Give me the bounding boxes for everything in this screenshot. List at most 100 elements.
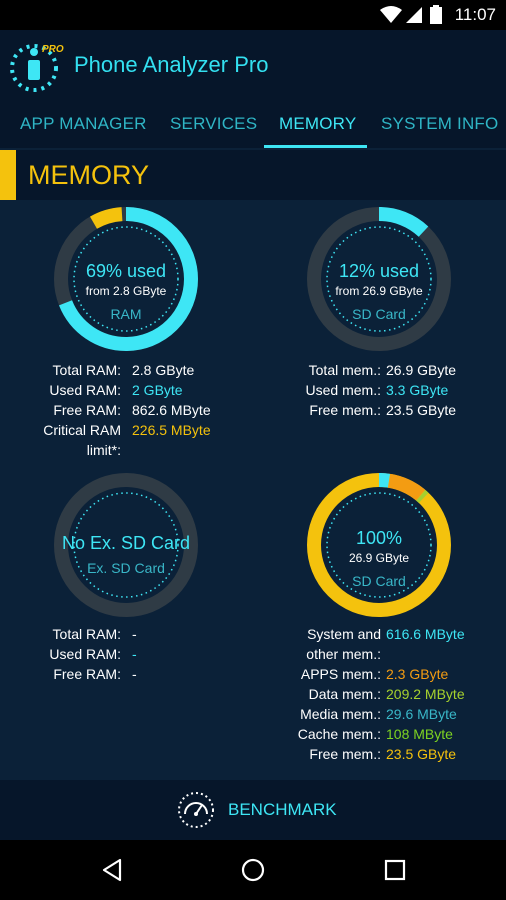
logo-badge: PRO: [42, 44, 64, 55]
ext-sd-status: No Ex. SD Card: [61, 533, 191, 553]
info-value: 26.9 GByte: [386, 362, 457, 378]
benchmark-button[interactable]: BENCHMARK: [228, 800, 337, 819]
info-row: Free mem.: 23.5 GByte: [253, 744, 506, 764]
info-key: Used RAM:: [49, 646, 121, 662]
battery-icon: [430, 5, 442, 24]
recents-icon[interactable]: [384, 859, 406, 881]
sd-card-donut-label: 12% used from 26.9 GByte SD Card: [304, 261, 454, 322]
info-row: Cache mem.: 108 MByte: [253, 724, 506, 744]
sd-system-arc: [307, 473, 451, 617]
tab-system-info[interactable]: SYSTEM INFO: [381, 114, 499, 133]
sd-breakdown-sub: SD Card: [352, 573, 406, 589]
info-key: Data mem.:: [308, 686, 381, 702]
info-value: 209.2 MByte: [386, 686, 465, 702]
info-key: Free RAM:: [53, 402, 121, 418]
info-key-continued: other mem.:: [306, 646, 381, 662]
tab-app-manager[interactable]: APP MANAGER: [20, 114, 147, 133]
info-value: 2.8 GByte: [132, 362, 195, 378]
info-row: Free RAM: -: [0, 664, 253, 684]
tab-services[interactable]: SERVICES: [170, 114, 258, 133]
tab-bar: APP MANAGER SERVICES MEMORY SYSTEM INFO: [0, 102, 506, 148]
section-header: MEMORY: [0, 150, 506, 200]
info-row: System and other mem.: 616.6 MByte: [253, 624, 506, 664]
info-key: Media mem.:: [300, 706, 381, 722]
info-key: Used RAM:: [49, 382, 121, 398]
ram-used-arc: [54, 207, 198, 351]
info-key: Total mem.:: [308, 362, 381, 378]
ram-critical-arc: [54, 207, 198, 351]
info-row: Used RAM: -: [0, 644, 253, 664]
ram-info-list: Total RAM: 2.8 GByte Used RAM: 2 GByte Free …: [0, 360, 253, 460]
section-title: MEMORY: [28, 160, 150, 190]
info-row: Total RAM: 2.8 GByte: [0, 360, 253, 380]
info-value: 2 GByte: [132, 382, 183, 398]
ram-total: from 2.8 GByte: [85, 284, 167, 298]
speedometer-icon: [178, 792, 214, 828]
info-value: 3.3 GByte: [386, 382, 449, 398]
sd-breakdown-info-list: System and other mem.: 616.6 MByte APPS mem…: [253, 624, 506, 764]
info-row: Total RAM: -: [0, 624, 253, 644]
sd-breakdown-label: 100% 26.9 GByte SD Card: [304, 528, 454, 589]
status-bar: 11:07: [0, 0, 506, 30]
info-key: Total RAM:: [52, 626, 121, 642]
benchmark-bar[interactable]: BENCHMARK: [0, 780, 506, 840]
back-icon[interactable]: [100, 858, 124, 882]
info-row: Free RAM: 862.6 MByte: [0, 400, 253, 420]
sd-breakdown-donut[interactable]: [304, 470, 454, 620]
sd-percent: 12% used: [338, 261, 420, 281]
ram-donut-label: 69% used from 2.8 GByte RAM: [51, 261, 201, 322]
home-icon[interactable]: [241, 858, 265, 882]
info-row: Data mem.: 209.2 MByte: [253, 684, 506, 704]
info-key: Total RAM:: [52, 362, 121, 378]
info-key: Used mem.:: [305, 382, 381, 398]
section-accent-bar: [0, 150, 16, 200]
sd-data-arc: [307, 473, 451, 617]
sd-breakdown-percent: 100%: [355, 528, 403, 548]
active-tab-indicator: [264, 145, 367, 148]
sd-breakdown-total: 26.9 GByte: [348, 551, 410, 565]
info-value: 226.5 MByte: [132, 422, 211, 438]
clock: 11:07: [454, 5, 496, 24]
info-row: Media mem.: 29.6 MByte: [253, 704, 506, 724]
ext-sd-donut-label: No Ex. SD Card Ex. SD Card: [51, 533, 201, 576]
info-key: APPS mem.:: [300, 666, 381, 682]
info-key: Free mem.:: [309, 402, 381, 418]
wifi-icon: [380, 6, 402, 23]
info-row: Used mem.: 3.3 GByte: [253, 380, 506, 400]
app-bar: PRO Phone Analyzer Pro: [0, 30, 506, 102]
sd-used-arc: [307, 207, 451, 351]
info-key: Free mem.:: [309, 746, 381, 762]
sd-total: from 26.9 GByte: [335, 284, 423, 298]
info-row: APPS mem.: 2.3 GByte: [253, 664, 506, 684]
ram-label: RAM: [110, 306, 142, 322]
sd-label: SD Card: [352, 306, 406, 322]
info-key: Cache mem.:: [297, 726, 381, 742]
info-value: -: [132, 626, 137, 642]
info-key-continued: limit*:: [86, 442, 121, 458]
signal-icon: [406, 7, 422, 23]
ext-sd-donut[interactable]: [51, 470, 201, 620]
info-key: Free RAM:: [53, 666, 121, 682]
sd-card-donut[interactable]: [304, 204, 454, 354]
info-row: Free mem.: 23.5 GByte: [253, 400, 506, 420]
ram-percent: 69% used: [85, 261, 167, 281]
memory-panel: MEMORY 69% used from 2.8 GByte RAM 12% u…: [0, 148, 506, 780]
info-value: 23.5 GByte: [386, 746, 457, 762]
ram-donut[interactable]: [51, 204, 201, 354]
info-value: 108 MByte: [386, 726, 453, 742]
info-value: 23.5 GByte: [386, 402, 457, 418]
ext-sd-info-list: Total RAM: - Used RAM: - Free RAM: -: [0, 624, 253, 684]
info-key: System and: [307, 626, 381, 642]
info-value: 862.6 MByte: [132, 402, 211, 418]
info-row: Used RAM: 2 GByte: [0, 380, 253, 400]
info-row: Critical RAM limit*: 226.5 MByte: [0, 420, 253, 460]
info-row: Total mem.: 26.9 GByte: [253, 360, 506, 380]
tab-memory[interactable]: MEMORY: [279, 114, 357, 133]
info-value: 29.6 MByte: [386, 706, 457, 722]
sd-info-list: Total mem.: 26.9 GByte Used mem.: 3.3 GByte…: [253, 360, 506, 420]
ext-sd-label: Ex. SD Card: [87, 560, 165, 576]
info-value: 616.6 MByte: [386, 626, 465, 642]
info-value: -: [132, 666, 137, 682]
info-value: -: [132, 646, 137, 662]
app-logo-icon: PRO: [10, 44, 64, 92]
